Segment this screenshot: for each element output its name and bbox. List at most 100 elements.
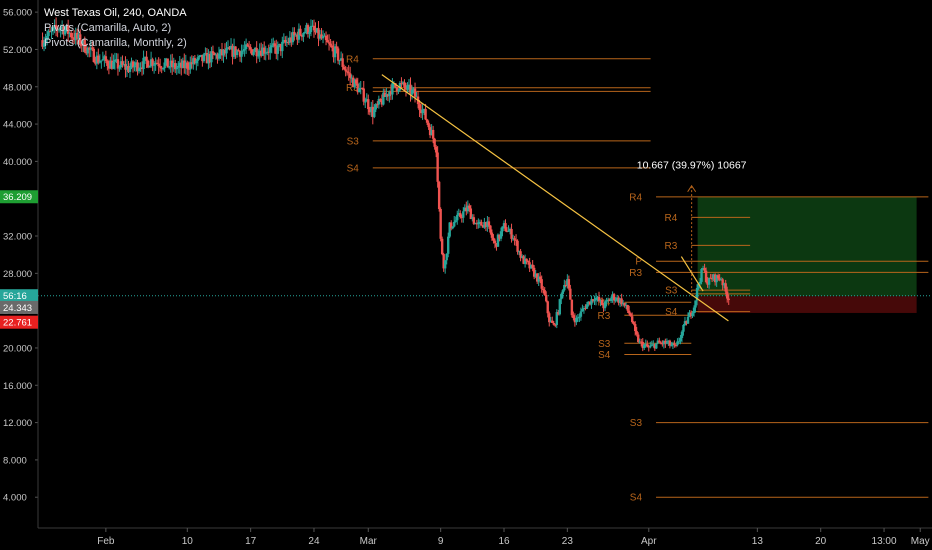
candle-body xyxy=(445,253,448,261)
candle-body xyxy=(415,96,418,98)
candle-body xyxy=(237,50,240,52)
candle-body xyxy=(653,344,657,349)
legend-indicator-pivots-auto[interactable]: Pivots (Camarilla, Auto, 2) xyxy=(44,22,172,34)
candle-body xyxy=(442,254,445,269)
candle-body xyxy=(98,61,102,63)
candle-body xyxy=(655,343,658,349)
candle-body xyxy=(273,43,276,47)
candle-body xyxy=(564,284,568,286)
candle-body xyxy=(502,223,506,227)
candle-body xyxy=(222,49,225,56)
candle-body xyxy=(507,230,510,232)
candle-body xyxy=(201,54,204,62)
candle-body xyxy=(409,84,412,95)
candle-body xyxy=(643,344,646,349)
candle-body xyxy=(134,62,138,66)
candle-body xyxy=(160,67,163,69)
candle-body xyxy=(451,226,454,229)
y-tick-label: 32.000 xyxy=(3,232,32,243)
candle-body xyxy=(430,129,433,136)
candle-body xyxy=(679,338,682,342)
chart-legend: West Texas Oil, 240, OANDA Pivots (Camar… xyxy=(44,6,187,51)
candle-body xyxy=(538,276,542,280)
candle-body xyxy=(255,47,258,57)
candle-body xyxy=(603,301,607,309)
candle-body xyxy=(213,53,216,56)
candle-body xyxy=(477,222,480,225)
candle-body xyxy=(385,94,388,97)
candle-body xyxy=(575,317,578,323)
candle-body xyxy=(275,46,278,54)
candle-body xyxy=(609,298,613,302)
candle-body xyxy=(382,92,385,105)
candle-body xyxy=(421,109,424,114)
candle-body xyxy=(404,87,408,90)
candle-body xyxy=(573,318,577,323)
candle-body xyxy=(297,28,301,40)
y-tick-label: 52.000 xyxy=(3,45,32,56)
candle-body xyxy=(673,343,676,346)
candle-body xyxy=(291,31,295,43)
candle-body xyxy=(169,60,172,67)
candle-body xyxy=(282,39,286,42)
candle-body xyxy=(370,106,373,113)
candle-body xyxy=(299,28,302,36)
candle-body xyxy=(91,47,94,49)
candle-body xyxy=(448,222,451,237)
candle-body xyxy=(109,60,112,69)
candle-body xyxy=(106,61,109,66)
candle-body xyxy=(554,324,557,326)
pivot-label-s4: S4 xyxy=(630,493,643,504)
candle-body xyxy=(403,82,406,88)
legend-indicator-pivots-monthly[interactable]: Pivots (Camarilla, Monthly, 2) xyxy=(44,37,187,49)
candle-body xyxy=(588,301,592,305)
candle-body xyxy=(329,43,332,46)
candle-body xyxy=(489,225,492,233)
pivot-label-r4: R4 xyxy=(629,192,642,203)
candle-body xyxy=(400,82,403,84)
candle-body xyxy=(692,307,696,314)
candle-body xyxy=(143,56,147,58)
y-tick-label: 12.000 xyxy=(3,418,32,429)
pivot-label-r4: R4 xyxy=(346,54,359,65)
candle-body xyxy=(499,231,503,239)
candle-body xyxy=(252,51,255,55)
candle-body xyxy=(680,331,684,339)
x-tick-label: 13:00 xyxy=(872,536,897,547)
candle-body xyxy=(228,47,231,50)
pivot-label-r4: R4 xyxy=(665,213,678,224)
candle-body xyxy=(48,31,52,33)
candle-body xyxy=(51,27,55,31)
candle-body xyxy=(68,32,71,35)
candle-body xyxy=(548,313,551,323)
candle-body xyxy=(560,293,563,300)
candle-body xyxy=(202,54,206,62)
candle-body xyxy=(703,267,706,271)
candle-body xyxy=(656,340,660,344)
candle-body xyxy=(318,34,322,39)
candle-body xyxy=(649,345,652,348)
candle-body xyxy=(303,31,307,33)
candle-body xyxy=(367,99,370,110)
candle-body xyxy=(437,181,441,209)
candle-body xyxy=(324,35,328,41)
candle-body xyxy=(267,51,270,53)
candle-body xyxy=(534,273,537,277)
candle-body xyxy=(272,43,275,46)
candle-body xyxy=(644,344,647,346)
candle-body xyxy=(469,208,473,220)
candle-body xyxy=(688,312,691,317)
candle-body xyxy=(689,312,693,316)
candle-body xyxy=(510,229,513,239)
candle-body xyxy=(456,214,459,221)
candle-body xyxy=(694,300,697,308)
trendline-secondary xyxy=(680,256,704,292)
profit-zone xyxy=(697,196,917,297)
candle-body xyxy=(181,60,184,68)
pivot-label-r3: R3 xyxy=(598,311,611,322)
position-arrow-head xyxy=(687,184,697,193)
candle-body xyxy=(333,46,337,58)
candle-body xyxy=(652,344,655,346)
legend-symbol[interactable]: West Texas Oil, 240, OANDA xyxy=(44,7,187,19)
